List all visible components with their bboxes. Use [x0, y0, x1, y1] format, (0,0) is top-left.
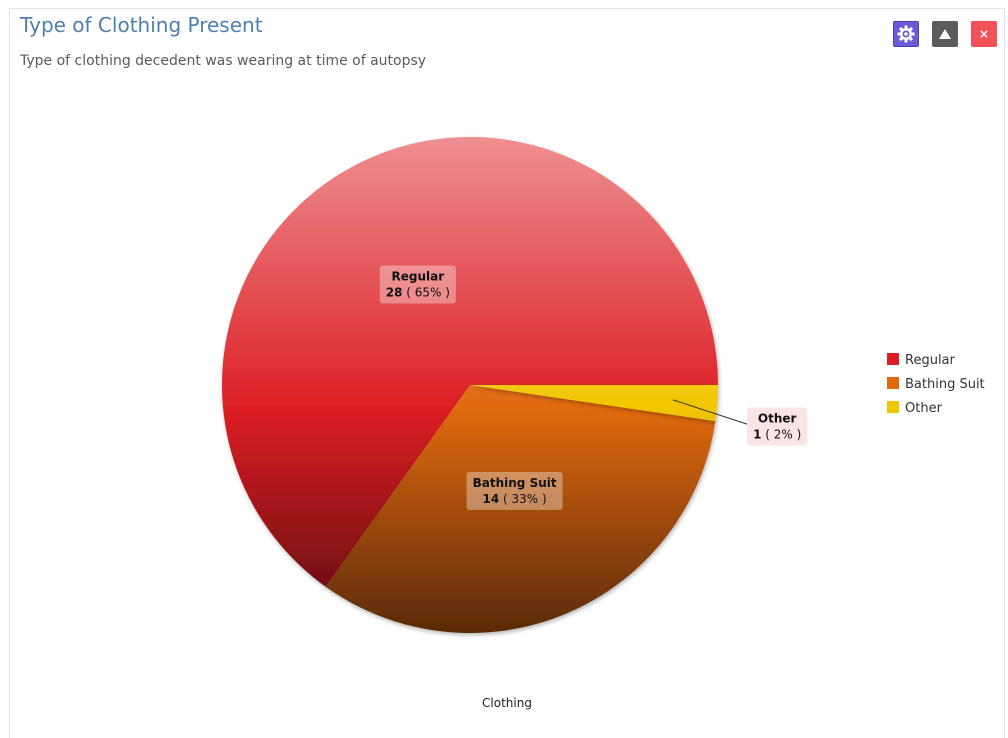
data-label-name: Bathing Suit	[473, 476, 557, 490]
legend-swatch	[887, 401, 899, 413]
data-label-name: Other	[758, 411, 797, 425]
data-label-bathing-suit: Bathing Suit 14 ( 33% )	[467, 472, 563, 510]
legend-item-other[interactable]: Other	[887, 401, 943, 416]
data-label-value: 1 ( 2% )	[753, 427, 801, 441]
legend-item-regular[interactable]: Regular	[887, 353, 956, 368]
data-label-name: Regular	[392, 270, 445, 284]
legend-swatch	[887, 377, 899, 389]
data-label-regular: Regular 28 ( 65% )	[380, 266, 456, 304]
x-axis-label: Clothing	[482, 696, 532, 710]
data-label-other: Other 1 ( 2% )	[747, 408, 807, 446]
legend-label: Other	[905, 401, 943, 416]
data-label-value: 28 ( 65% )	[386, 286, 450, 300]
data-label-value: 14 ( 33% )	[483, 492, 547, 506]
legend-swatch	[887, 353, 899, 365]
legend-label: Regular	[905, 353, 956, 368]
legend-label: Bathing Suit	[905, 377, 985, 392]
legend-item-bathing-suit[interactable]: Bathing Suit	[887, 377, 985, 392]
